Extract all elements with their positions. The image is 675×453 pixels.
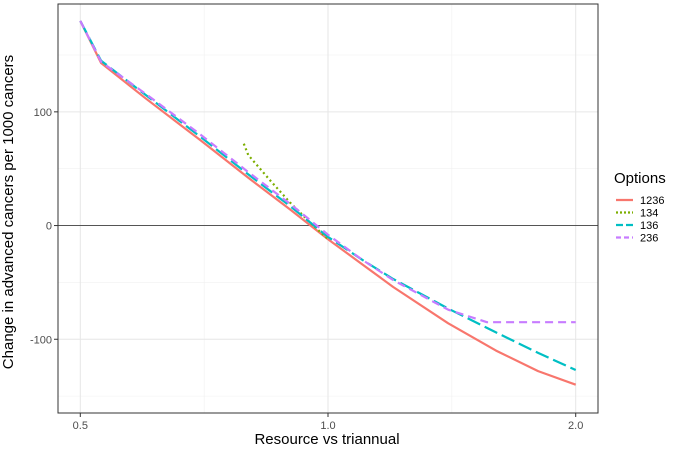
series-line-1236 — [79, 20, 577, 386]
y-tick-label: 100 — [34, 107, 52, 119]
legend-label-136: 136 — [640, 220, 658, 232]
legend-label-236: 236 — [640, 233, 658, 245]
x-axis-title: Resource vs triannual — [254, 431, 399, 448]
grid-major — [58, 4, 598, 413]
y-axis-ticks: -100 0 100 — [30, 107, 58, 346]
series-line-236 — [79, 20, 576, 324]
x-axis-ticks: 0.5 1.0 2.0 — [73, 413, 583, 432]
x-tick-label: 1.0 — [320, 420, 335, 432]
y-axis-title: Change in advanced cancers per 1000 canc… — [0, 55, 17, 369]
x-tick-label: 0.5 — [73, 420, 88, 432]
legend-label-134: 134 — [640, 208, 658, 220]
y-tick-label: -100 — [30, 334, 52, 346]
series-line-136 — [79, 20, 577, 372]
x-tick-label: 2.0 — [568, 420, 583, 432]
legend-label-1236: 1236 — [640, 195, 664, 207]
legend-title: Options — [614, 170, 666, 187]
series-line-134 — [242, 143, 329, 241]
series-layer — [79, 20, 577, 386]
y-tick-label: 0 — [46, 221, 52, 233]
